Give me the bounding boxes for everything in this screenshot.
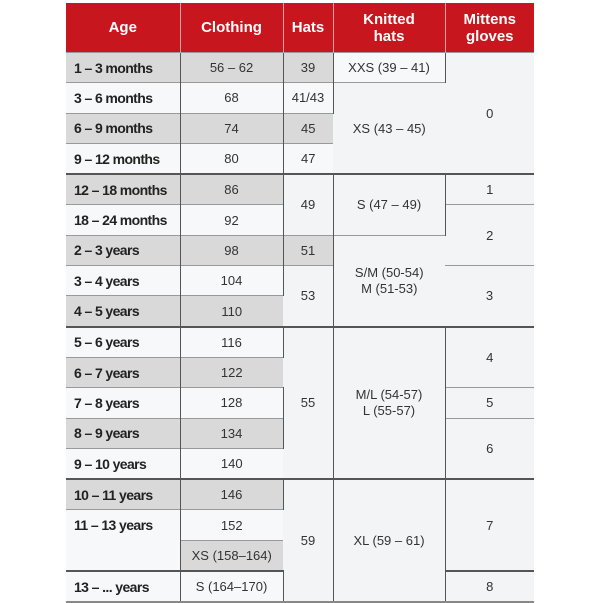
clothing-cell: 92 bbox=[180, 204, 284, 236]
mittens-cell: 0 bbox=[445, 52, 534, 175]
age-cell: 4 – 5 years bbox=[66, 295, 181, 327]
age-cell: 3 – 4 years bbox=[66, 265, 181, 296]
mittens-cell: 8 bbox=[445, 570, 534, 603]
knitted-line2: M (51-53) bbox=[361, 280, 418, 296]
age-cell: 8 – 9 years bbox=[66, 417, 181, 449]
knitted-cell: XL (59 – 61) bbox=[333, 478, 446, 603]
knitted-line2: L (55-57) bbox=[362, 402, 416, 418]
header-knitted-line2: hats bbox=[373, 27, 405, 45]
knitted-cell: S (47 – 49) bbox=[333, 173, 446, 236]
header-mittens-gloves: Mittens gloves bbox=[445, 3, 534, 53]
clothing-cell: 80 bbox=[180, 142, 284, 175]
header-hats: Hats bbox=[283, 3, 334, 53]
knitted-line1: M/L (54-57) bbox=[355, 386, 423, 402]
header-knitted-line1: Knitted bbox=[363, 10, 415, 28]
clothing-cell: 68 bbox=[180, 82, 284, 114]
age-cell: 5 – 6 years bbox=[66, 325, 181, 358]
table-row: 7 – 8 years 128 5 bbox=[66, 387, 534, 419]
table-row: 4 – 5 years 110 bbox=[66, 295, 534, 327]
hats-cell: 51 bbox=[283, 234, 334, 266]
table-row: 8 – 9 years 134 6 bbox=[66, 417, 534, 480]
clothing-cell: 104 bbox=[180, 265, 284, 296]
hats-cell: 41/43 bbox=[283, 82, 334, 114]
table-row: XS (158–164) bbox=[66, 539, 534, 572]
hats-cell: 59 bbox=[283, 478, 334, 603]
table-row: 1 – 3 months 56 – 62 39 XXS (39 – 41) 0 bbox=[66, 51, 534, 175]
hats-cell: 47 bbox=[283, 142, 333, 175]
mittens-cell: 4 bbox=[445, 325, 534, 388]
hats-cell: 39 bbox=[283, 51, 334, 83]
header-knitted-hats: Knitted hats bbox=[333, 3, 446, 53]
mittens-cell: 1 bbox=[445, 173, 534, 205]
mittens-cell: 6 bbox=[445, 417, 534, 480]
age-cell: 18 – 24 months bbox=[66, 204, 181, 236]
clothing-cell: 74 bbox=[180, 112, 284, 144]
age-cell: 12 – 18 months bbox=[66, 173, 181, 205]
table-row: 13 – ... years S (164–170) 8 bbox=[66, 570, 534, 603]
table-row: 9 – 12 months 80 47 bbox=[66, 142, 534, 175]
clothing-cell: 122 bbox=[180, 356, 283, 388]
table-row: 3 – 6 months 68 41/43 XS (43 – 45) bbox=[66, 82, 534, 175]
age-cell: 10 – 11 years bbox=[66, 478, 181, 510]
table-row: 18 – 24 months 92 2 bbox=[66, 204, 534, 266]
hats-cell: 55 bbox=[283, 325, 334, 480]
clothing-cell: 110 bbox=[180, 295, 283, 327]
header-mittens-line1: Mittens bbox=[463, 10, 517, 28]
knitted-line1: S/M (50-54) bbox=[354, 264, 424, 280]
header-mittens-line2: gloves bbox=[465, 27, 514, 45]
age-cell: 11 – 13 years bbox=[66, 509, 181, 572]
header-age: Age bbox=[66, 3, 181, 53]
mittens-cell: 2 bbox=[445, 204, 534, 266]
header-clothing: Clothing bbox=[180, 3, 284, 53]
age-cell: 9 – 10 years bbox=[66, 447, 181, 480]
clothing-cell: 56 – 62 bbox=[180, 51, 284, 83]
table-row: 5 – 6 years 116 55 M/L (54-57) L (55-57) … bbox=[66, 325, 534, 480]
knitted-cell: S/M (50-54) M (51-53) bbox=[333, 234, 445, 327]
clothing-cell: XS (158–164) bbox=[180, 539, 283, 572]
clothing-cell: 86 bbox=[180, 173, 284, 205]
age-cell: 6 – 7 years bbox=[66, 356, 181, 388]
knitted-cell: XXS (39 – 41) bbox=[333, 51, 446, 83]
hats-cell: 49 bbox=[283, 173, 334, 236]
age-cell: 9 – 12 months bbox=[66, 142, 181, 175]
age-cell: 13 – ... years bbox=[66, 570, 181, 603]
age-cell: 6 – 9 months bbox=[66, 112, 181, 144]
size-chart-table: Age Clothing Hats Knitted hats Mittens glo… bbox=[66, 3, 534, 603]
clothing-cell: 128 bbox=[180, 387, 284, 419]
clothing-cell: 152 bbox=[180, 509, 283, 541]
age-cell: 1 – 3 months bbox=[66, 51, 181, 83]
clothing-cell: 134 bbox=[180, 417, 284, 449]
table-row: 11 – 13 years 152 bbox=[66, 509, 534, 572]
knitted-cell: M/L (54-57) L (55-57) bbox=[333, 325, 446, 480]
table-row: 2 – 3 years 98 51 S/M (50-54) M (51-53) bbox=[66, 234, 534, 327]
clothing-cell: 146 bbox=[180, 478, 284, 510]
age-cell: 3 – 6 months bbox=[66, 82, 181, 114]
table-row: 12 – 18 months 86 49 S (47 – 49) 1 bbox=[66, 173, 534, 236]
clothing-cell: 116 bbox=[180, 325, 284, 358]
header-row: Age Clothing Hats Knitted hats Mittens glo… bbox=[66, 3, 534, 53]
mittens-cell: 5 bbox=[445, 387, 534, 419]
knitted-cell: XS (43 – 45) bbox=[333, 82, 445, 175]
hats-cell: 45 bbox=[283, 112, 333, 144]
table-row: 6 – 7 years 122 bbox=[66, 356, 534, 388]
age-cell: 2 – 3 years bbox=[66, 234, 181, 266]
mittens-cell: 3 bbox=[445, 265, 534, 327]
clothing-cell: 140 bbox=[180, 447, 283, 480]
table-row: 3 – 4 years 104 53 3 bbox=[66, 265, 534, 327]
table-row: 6 – 9 months 74 45 bbox=[66, 112, 534, 144]
clothing-cell: S (164–170) bbox=[180, 570, 284, 603]
mittens-cell: 7 bbox=[445, 478, 534, 572]
table-row: 10 – 11 years 146 59 XL (59 – 61) 7 bbox=[66, 478, 534, 603]
clothing-cell: 98 bbox=[180, 234, 284, 266]
table-row: 9 – 10 years 140 bbox=[66, 447, 534, 480]
age-cell: 7 – 8 years bbox=[66, 387, 181, 419]
hats-cell: 53 bbox=[283, 265, 334, 327]
